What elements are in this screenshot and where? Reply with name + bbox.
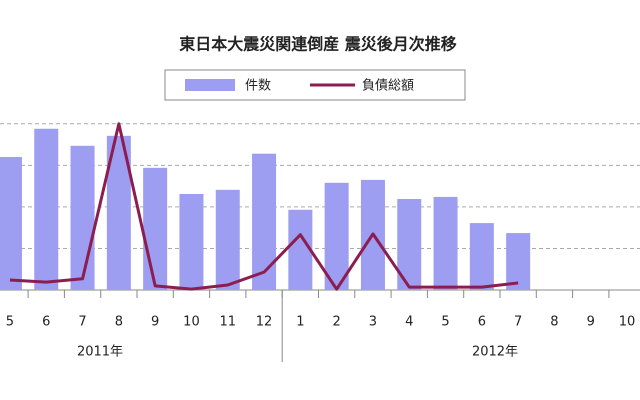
- bar: [252, 153, 277, 290]
- bar: [433, 196, 458, 290]
- x-tick-label: 8: [115, 315, 123, 330]
- bar: [288, 209, 313, 290]
- x-tick-label: 5: [441, 315, 449, 330]
- x-tick-label: 7: [78, 315, 86, 330]
- bar: [34, 128, 59, 290]
- x-tick-label: 5: [6, 315, 14, 330]
- x-tick-label: 12: [256, 315, 273, 330]
- legend-label: 件数: [245, 79, 271, 94]
- bar: [143, 167, 168, 290]
- line: [9, 122, 519, 291]
- x-tick-label: 10: [183, 315, 200, 330]
- group-label: 2011年: [77, 345, 123, 360]
- x-tick-label: 3: [369, 315, 377, 330]
- bar: [179, 194, 204, 290]
- bar: [469, 223, 494, 290]
- x-tick-label: 10: [619, 315, 636, 330]
- chart-title: 東日本大震災関連倒産 震災後月次推移: [179, 35, 457, 54]
- x-tick-label: 6: [42, 315, 50, 330]
- legend-swatch: [185, 79, 235, 91]
- x-tick-label: 2: [333, 315, 341, 330]
- x-tick-label: 8: [550, 315, 558, 330]
- x-tick-label: 6: [478, 315, 486, 330]
- legend-label: 負債総額: [362, 79, 414, 94]
- bar: [70, 145, 95, 290]
- x-tick-label: 1: [296, 315, 304, 330]
- group-label: 2012年: [472, 345, 518, 360]
- bar: [506, 233, 531, 290]
- x-tick-label: 9: [151, 315, 159, 330]
- bar: [324, 182, 349, 290]
- bar: [0, 157, 22, 290]
- x-tick-label: 11: [219, 315, 236, 330]
- x-tick-label: 7: [514, 315, 522, 330]
- x-tick-label: 9: [587, 315, 595, 330]
- x-tick-label: 4: [405, 315, 413, 330]
- bar: [215, 189, 240, 290]
